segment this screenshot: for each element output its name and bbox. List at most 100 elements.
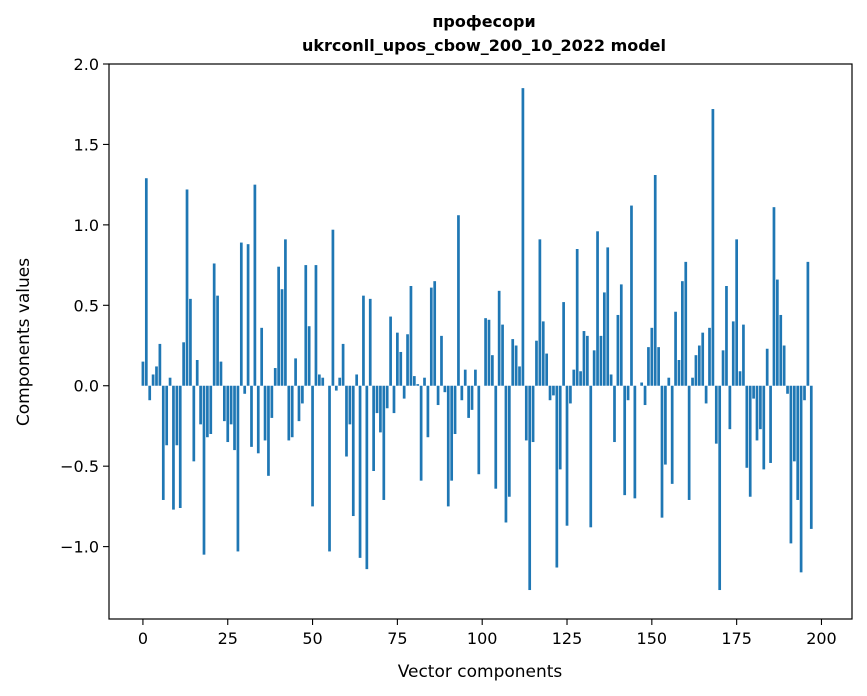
bar-70 <box>379 385 382 433</box>
bar-24 <box>222 385 226 422</box>
bar-76 <box>399 351 403 386</box>
bar-26 <box>229 385 233 425</box>
bar-116 <box>535 340 538 386</box>
bar-134 <box>596 231 599 386</box>
bar-69 <box>375 385 379 414</box>
bar-159 <box>681 281 684 386</box>
bar-130 <box>582 331 586 386</box>
bar-180 <box>752 385 755 399</box>
bar-124 <box>562 302 565 386</box>
bar-30 <box>243 385 247 394</box>
bar-91 <box>450 385 454 481</box>
bar-49 <box>307 326 311 386</box>
bar-148 <box>643 385 647 406</box>
bar-173 <box>728 385 732 430</box>
bar-83 <box>423 377 426 386</box>
bar-82 <box>419 385 423 481</box>
bar-138 <box>609 374 613 386</box>
bar-185 <box>769 385 772 463</box>
y-axis: −1.0 −0.5 0.0 0.5 1.0 1.5 2.0 <box>60 55 109 557</box>
bar-110 <box>514 345 518 386</box>
y-tick-label: 1.5 <box>74 135 99 154</box>
bar-72 <box>385 385 389 409</box>
bar-81 <box>416 384 420 386</box>
bar-101 <box>484 318 487 386</box>
bar-122 <box>555 385 559 568</box>
bar-93 <box>457 215 460 386</box>
bar-16 <box>195 360 199 386</box>
bar-176 <box>738 371 742 386</box>
bar-44 <box>290 385 294 438</box>
bar-156 <box>670 385 674 484</box>
bar-158 <box>677 360 681 386</box>
bar-171 <box>721 350 725 386</box>
plot-area-frame <box>108 63 853 620</box>
chart-subtitle: ukrconll_upos_cbow_200_10_2022 model <box>302 36 666 55</box>
bar-106 <box>501 324 504 386</box>
y-tick-label: −0.5 <box>60 457 99 476</box>
bar-144 <box>630 205 633 386</box>
bar-47 <box>301 385 304 404</box>
bar-102 <box>487 319 491 386</box>
y-tick-label: −1.0 <box>60 538 99 557</box>
bar-13 <box>185 189 189 386</box>
bar-178 <box>745 385 749 468</box>
bar-68 <box>372 385 375 471</box>
bar-18 <box>202 385 206 555</box>
bar-141 <box>619 284 623 386</box>
bar-0 <box>141 361 145 386</box>
bar-19 <box>206 385 209 438</box>
bar-117 <box>538 239 542 386</box>
bar-174 <box>731 321 735 386</box>
bar-123 <box>558 385 562 470</box>
x-axis-label: Vector components <box>398 662 563 682</box>
bar-75 <box>396 332 399 386</box>
bar-142 <box>623 385 627 496</box>
bar-170 <box>718 385 722 591</box>
x-axis: 0 25 50 75 100 125 150 175 200 <box>138 619 837 648</box>
x-tick-label: 75 <box>387 629 407 648</box>
bar-71 <box>382 385 386 500</box>
bar-182 <box>759 385 762 430</box>
bar-42 <box>284 239 287 386</box>
bar-38 <box>270 385 274 418</box>
y-tick-label: 0.5 <box>74 296 99 315</box>
bar-165 <box>701 332 705 386</box>
bar-97 <box>470 385 474 410</box>
bar-126 <box>569 385 572 404</box>
bar-155 <box>667 377 671 386</box>
bar-128 <box>575 249 579 386</box>
bar-188 <box>779 314 783 386</box>
bar-41 <box>280 289 284 386</box>
bar-149 <box>647 347 650 386</box>
bar-194 <box>799 385 803 573</box>
bar-1 <box>144 178 148 386</box>
bar-10 <box>175 385 179 446</box>
bar-103 <box>491 355 494 386</box>
bar-40 <box>277 266 280 386</box>
bar-32 <box>250 385 253 447</box>
bar-35 <box>260 327 264 386</box>
bar-79 <box>409 286 413 386</box>
bar-3 <box>151 374 155 386</box>
bar-52 <box>317 374 321 386</box>
bar-7 <box>165 385 169 446</box>
bar-11 <box>178 385 182 508</box>
bar-193 <box>796 385 800 500</box>
bar-60 <box>345 385 348 457</box>
x-tick-label: 50 <box>302 629 322 648</box>
bar-154 <box>664 385 667 465</box>
x-tick-label: 0 <box>138 629 148 648</box>
bar-125 <box>565 385 569 526</box>
bar-88 <box>440 335 443 386</box>
bar-168 <box>711 109 715 386</box>
x-tick-label: 175 <box>721 629 752 648</box>
bar-27 <box>233 385 236 451</box>
bar-74 <box>392 385 396 414</box>
bar-14 <box>189 298 192 386</box>
bar-86 <box>433 281 437 386</box>
bar-63 <box>355 374 359 386</box>
bar-98 <box>474 369 477 386</box>
x-tick-label: 25 <box>218 629 238 648</box>
bar-66 <box>365 385 369 570</box>
